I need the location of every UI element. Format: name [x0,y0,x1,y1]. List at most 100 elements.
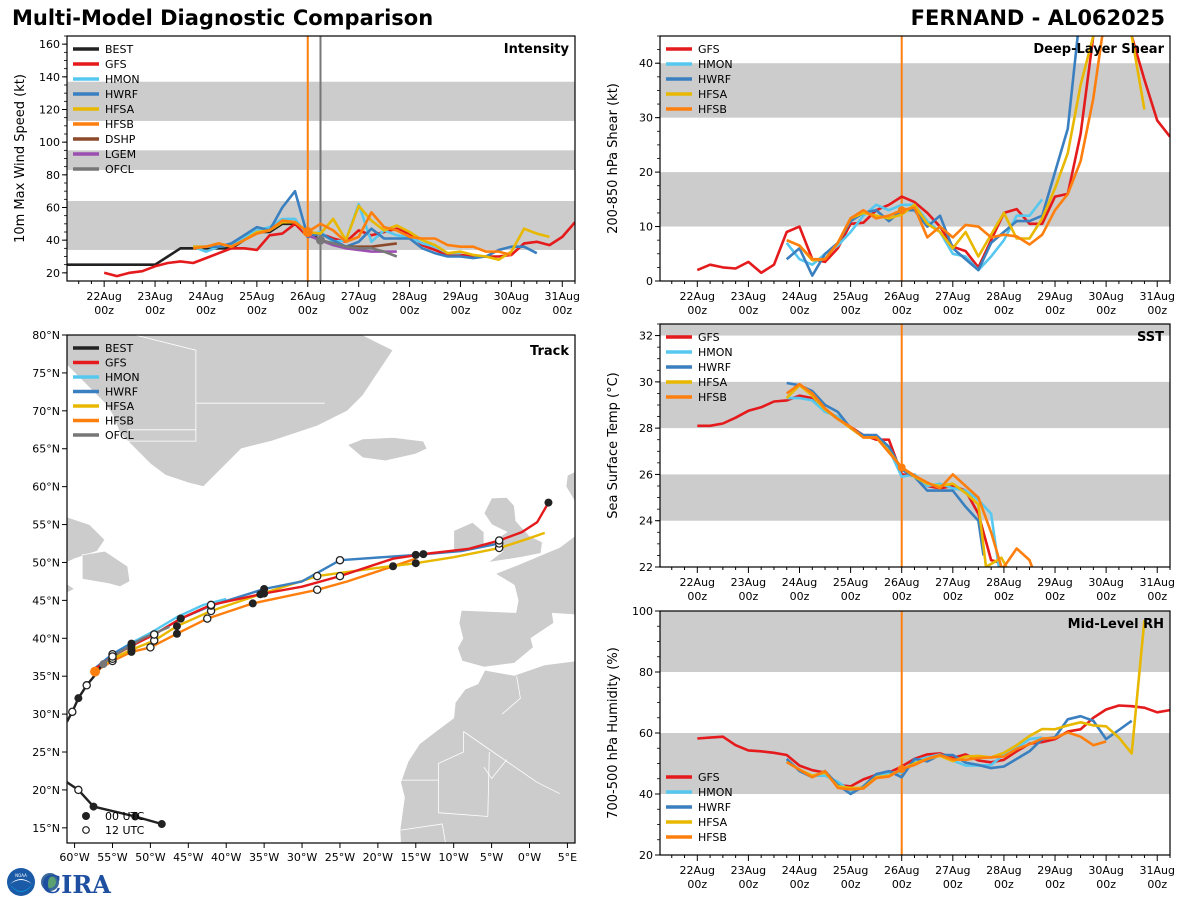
x-tick-label: 25°W [325,851,355,864]
x-tick-label-date: 30Aug [1088,290,1123,303]
africa-border [438,751,490,817]
track-marker-12utc [206,600,216,610]
x-tick-label-date: 30Aug [1088,864,1123,877]
y-tick-label: 40 [46,234,60,247]
y-tick-label: 26 [639,468,653,481]
y-axis-label: 700-500 hPa Humidity (%) [606,647,621,819]
page-title: Multi-Model Diagnostic Comparison [12,6,434,30]
x-tick-label: 55°W [97,851,127,864]
x-tick-label-hour: 00z [1096,304,1116,317]
x-tick-label-date: 25Aug [833,864,868,877]
noaa-logo-icon: NOAA [7,868,35,896]
panel-title: Deep-Layer Shear [1033,42,1164,57]
y-tick-label: 50°N [32,556,60,569]
x-tick-label-date: 28Aug [392,290,427,303]
africa-border [400,731,464,781]
x-tick-label: 10°W [438,851,468,864]
y-tick-label: 60 [46,202,60,215]
legend-label-hmon: HMON [698,58,733,71]
x-tick-label-hour: 00z [1045,878,1065,891]
africa-border [400,823,446,843]
africa-border [483,759,508,780]
track-marker-00utc [89,802,98,811]
series-line-hfsb [786,36,1104,261]
x-tick-label-hour: 00z [790,590,810,603]
track-marker-00utc [389,562,398,571]
legend-label-gfs: GFS [698,43,720,56]
nova-scotia-land [67,583,76,594]
track-marker-12utc [146,643,155,652]
x-tick-label-hour: 00z [790,878,810,891]
shaded-band-0 [660,172,1170,227]
y-tick-label: 140 [39,71,60,84]
track-marker-12utc [108,652,117,661]
y-tick-label: 30 [639,376,653,389]
series-line-hfsb [193,211,512,257]
x-tick-label: 0°W [518,851,541,864]
legend-label-hmon: HMON [105,73,140,86]
x-tick-label-date: 29Aug [443,290,478,303]
track-marker-12utc [312,571,322,581]
cira-logo-text: CIRA [42,870,111,898]
x-tick-label-hour: 00z [892,878,912,891]
legend-label-hfsa: HFSA [698,88,728,101]
x-tick-label-date: 24Aug [782,864,817,877]
legend-label-hmon: HMON [698,786,733,799]
shaded-band-1 [660,611,1170,672]
x-tick-label-date: 25Aug [833,576,868,589]
legend-label-lgem: LGEM [105,148,136,161]
x-tick-label-hour: 00z [892,304,912,317]
track-marker-00utc [172,622,181,631]
x-tick-label-hour: 00z [501,304,521,317]
x-tick-label-hour: 00z [1147,878,1167,891]
labrador-land [67,516,106,563]
panel-title: Mid-Level RH [1068,617,1164,632]
x-tick-label-date: 27Aug [935,864,970,877]
y-tick-label: 28 [639,422,653,435]
y-tick-label: 75°N [32,367,60,380]
track-marker-00utc [131,812,140,821]
shaded-band-0 [660,474,1170,521]
x-tick-label-date: 29Aug [1037,576,1072,589]
y-tick-label: 30 [639,112,653,125]
series-line-hwrf [786,381,985,556]
panel-title: Track [530,344,569,359]
x-tick-label-date: 25Aug [833,290,868,303]
x-tick-label-hour: 00z [1096,878,1116,891]
track-marker-00utc [176,614,185,623]
x-tick-label-hour: 00z [1045,304,1065,317]
x-tick-label-date: 24Aug [188,290,223,303]
track-marker-12utc [82,681,91,690]
chart-intensity: 2040608010012014016022Aug00z23Aug00z24Au… [13,35,580,317]
europe-land [457,535,575,668]
x-tick-label: 5°W [480,851,503,864]
y-tick-label: 40 [639,788,653,801]
x-tick-label-hour: 00z [943,304,963,317]
legend-label-hwrf: HWRF [698,73,731,86]
x-tick-label-hour: 00z [739,878,759,891]
y-tick-label: 45°N [32,594,60,607]
track-line-gfs [92,501,550,672]
noaa-logo-text: NOAA [15,873,27,878]
y-tick-label: 32 [639,330,653,343]
legend-label-hfsb: HFSB [105,118,134,131]
africa-border [463,731,560,795]
x-tick-label-date: 28Aug [986,864,1021,877]
legend-label-gfs: GFS [105,357,127,370]
x-tick-label-date: 31Aug [1139,864,1174,877]
legend-label-hwrf: HWRF [698,801,731,814]
track-marker-00utc [157,820,166,829]
track-marker-12utc [68,707,77,717]
y-tick-label: 70°N [32,405,60,418]
chart-rh: 2040608010022Aug00z23Aug00z24Aug00z25Aug… [606,605,1175,891]
legend-marker-12utc [82,826,90,834]
tracks-layer [67,498,553,829]
x-tick-label-date: 31Aug [545,290,580,303]
x-tick-label-hour: 00z [349,304,369,317]
x-tick-label-date: 22Aug [680,290,715,303]
chart-sst: 22242628303222Aug00z23Aug00z24Aug00z25Au… [606,323,1175,603]
y-tick-label: 22 [639,561,653,574]
y-tick-label: 40 [639,57,653,70]
x-tick-label-date: 23Aug [731,864,766,877]
